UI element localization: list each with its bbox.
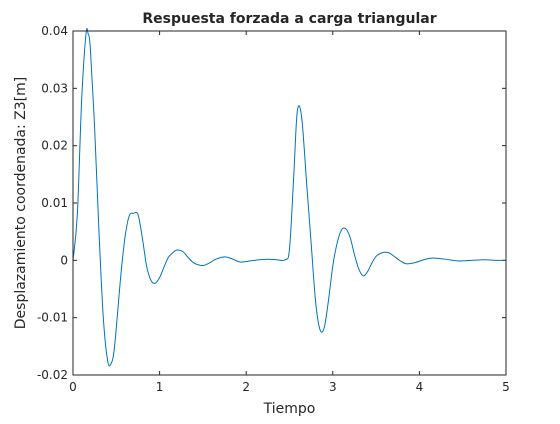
y-tick-label: 0.03 [41, 81, 68, 95]
plot-area-frame [72, 30, 507, 376]
y-tick-label: -0.01 [37, 311, 68, 325]
x-tick-label: 2 [242, 380, 250, 394]
series-line [72, 27, 507, 367]
y-tick-label: 0 [60, 253, 68, 267]
chart-title: Respuesta forzada a carga triangular [142, 11, 436, 27]
x-tick-label: 0 [69, 380, 77, 394]
y-tick-label: -0.02 [37, 368, 68, 382]
y-tick-label: 0.01 [41, 196, 68, 210]
y-tick-label: 0.04 [41, 24, 68, 38]
x-tick-label: 4 [416, 380, 424, 394]
x-tick-label: 3 [329, 380, 337, 394]
x-axis-label: Tiempo [263, 401, 316, 417]
plot-area-background [73, 31, 506, 375]
y-tick-label: 0.02 [41, 139, 68, 153]
y-axis-label: Desplazamiento coordenada: Z3[m] [13, 77, 29, 329]
x-tick-label: 5 [502, 380, 510, 394]
x-tick-label: 1 [156, 380, 164, 394]
